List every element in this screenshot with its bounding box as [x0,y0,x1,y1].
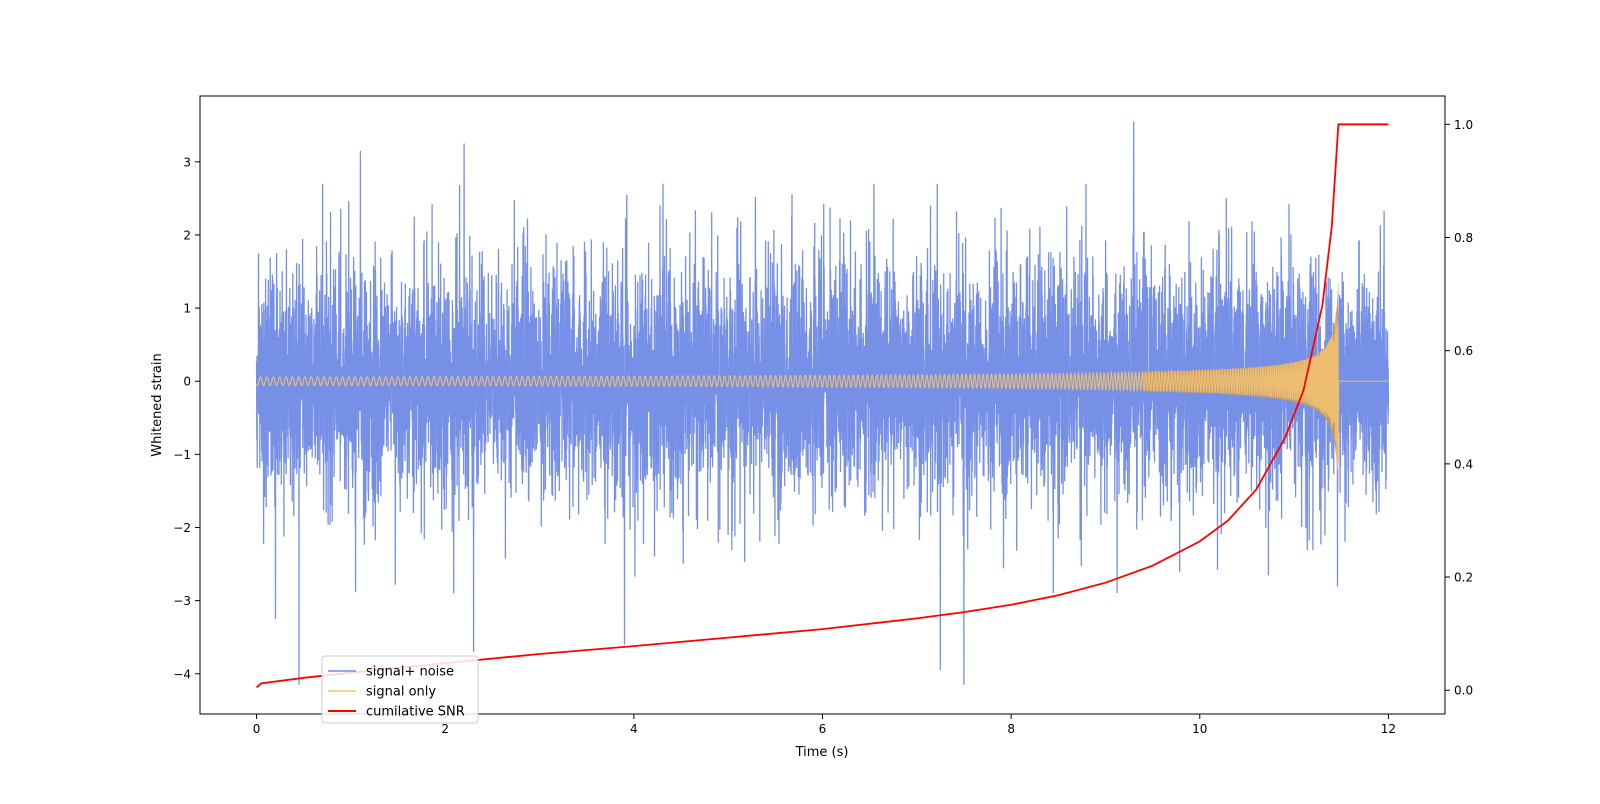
y2-tick-label: 0.6 [1454,344,1473,358]
y-tick-label: −1 [173,448,191,462]
legend: signal+ noise signal only cumilative SNR [321,655,479,724]
y-tick-label: −2 [173,521,191,535]
y2-tick-label: 1.0 [1454,118,1473,132]
y-tick-label: 3 [183,155,191,169]
x-tick-label: 10 [1192,722,1207,736]
x-tick-label: 0 [253,722,261,736]
y2-tick-label: 0.4 [1454,457,1473,471]
series-envelope-signal-only [1143,275,1339,496]
x-tick-label: 12 [1381,722,1396,736]
y2-tick-label: 0.2 [1454,571,1473,585]
x-tick-label: 8 [1007,722,1015,736]
x-tick-label: 4 [630,722,638,736]
x-axis-label: Time (s) [795,745,849,760]
y-tick-label: 1 [183,302,191,316]
legend-label: signal+ noise [366,665,454,680]
legend-box [321,655,479,724]
y-tick-label: 0 [183,375,191,389]
y2-tick-label: 0.0 [1454,684,1473,698]
x-axis: 0 2 4 6 8 10 12 [253,714,1396,736]
x-tick-label: 6 [819,722,827,736]
y-axis-right: 0.0 0.2 0.4 0.6 0.8 1.0 [1445,118,1473,698]
legend-label: signal only [366,685,436,700]
y-axis-label: Whitened strain [150,353,165,456]
y-tick-label: −4 [173,667,191,681]
y2-tick-label: 0.8 [1454,231,1473,245]
series-line-signal-only [256,314,1389,471]
y-axis-left: −4 −3 −2 −1 0 1 2 3 [173,155,200,681]
y-tick-label: 2 [183,228,191,242]
legend-label: cumilative SNR [366,705,465,720]
y-tick-label: −3 [173,594,191,608]
x-tick-label: 2 [441,722,449,736]
